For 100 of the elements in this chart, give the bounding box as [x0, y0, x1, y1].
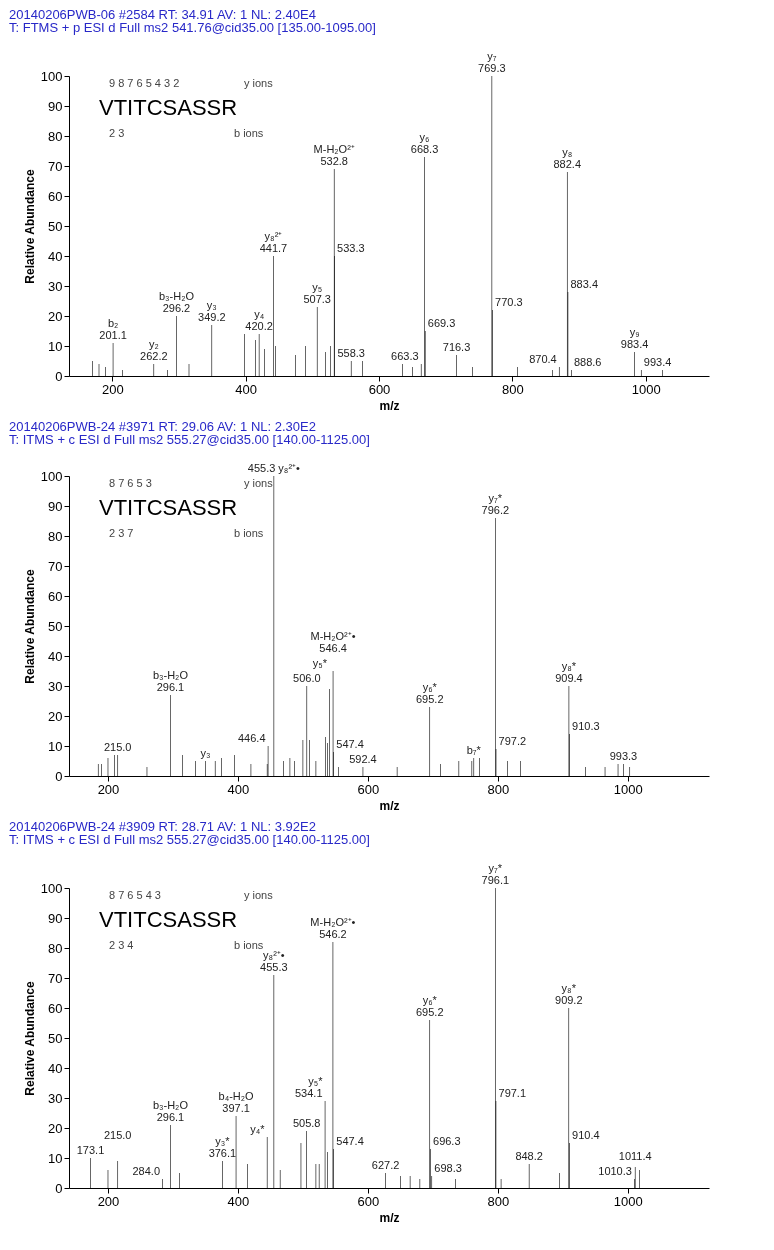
y-tick-label: 30 [48, 278, 63, 294]
annotation: y₈* 909.4 [555, 660, 583, 684]
annotation: 284.0 [132, 1165, 160, 1177]
annotation: VTITCSASSR [99, 95, 238, 120]
annotation: b₇* [466, 744, 482, 756]
annotation: VTITCSASSR [99, 907, 238, 932]
y-tick-label: 80 [48, 940, 63, 956]
chart-subtitle: T: ITMS + c ESI d Full ms2 555.27@cid35.00 [140.00-1125.00] [9, 832, 370, 847]
annotation: b ions [234, 527, 264, 539]
x-tick-label: 1000 [631, 381, 661, 397]
y-axis-title: Relative Abundance [22, 169, 37, 284]
annotation: y₈ 882.4 [553, 146, 582, 170]
y-tick-label: 90 [48, 98, 63, 114]
annotation: 1011.4 [618, 1150, 652, 1162]
y-tick-label: 30 [48, 678, 63, 694]
annotation: 627.2 [371, 1159, 400, 1171]
x-axis-title: m/z [379, 398, 400, 413]
annotation: y₈²⁺ 441.7 [259, 230, 288, 254]
y-tick-label: 60 [48, 188, 63, 204]
annotation: 455.3 y₈²⁺• [247, 462, 301, 474]
y-axis-title: Relative Abundance [22, 569, 37, 684]
chart-subtitle: T: ITMS + c ESI d Full ms2 555.27@cid35.00 [140.00-1125.00] [9, 432, 370, 447]
annotation: y₅* 534.1 [294, 1075, 324, 1099]
annotation: 446.4 [237, 732, 266, 744]
annotation: 770.3 [495, 296, 523, 308]
x-tick-label: 200 [97, 1193, 120, 1209]
y-tick-label: 70 [48, 558, 63, 574]
y-tick-label: 0 [55, 368, 63, 384]
annotation: 506.0 [293, 672, 321, 684]
y-tick-label: 40 [48, 1060, 63, 1076]
y-tick-label: 100 [40, 68, 63, 84]
annotation: 848.2 [515, 1150, 543, 1162]
annotation: 663.3 [391, 350, 419, 362]
annotation: 215.0 [103, 741, 132, 753]
annotation: y₂ 262.2 [140, 338, 168, 362]
x-tick-label: 400 [227, 781, 250, 797]
y-tick-label: 60 [48, 588, 63, 604]
annotation: 547.4 [336, 1135, 364, 1147]
annotation: 2 3 7 [109, 527, 134, 539]
annotation: y₉ 983.4 [620, 326, 649, 350]
annotation: 870.4 [529, 353, 557, 365]
annotation: 1010.3 [598, 1165, 632, 1177]
y-tick-label: 20 [48, 708, 63, 724]
annotation: b₄-H₂O 397.1 [218, 1090, 255, 1114]
annotation: 215.0 [103, 1129, 132, 1141]
annotation: 533.3 [337, 242, 365, 254]
annotation: 592.4 [349, 753, 377, 765]
annotation: y₈²⁺• 455.3 [260, 949, 288, 973]
annotation: y₇ 769.3 [478, 50, 506, 74]
y-tick-label: 10 [48, 738, 63, 754]
annotation: y₃ 349.2 [198, 299, 226, 323]
chart-title: 20140206PWB-24 #3909 RT: 28.71 AV: 1 NL: 3.92E2 [9, 819, 316, 834]
x-axis-title: m/z [379, 798, 400, 813]
annotation: y₄ 420.2 [245, 308, 273, 332]
annotation: y₅ 507.3 [303, 281, 331, 305]
annotation: 698.3 [434, 1162, 462, 1174]
annotation: 9 8 7 6 5 4 3 2 [109, 77, 180, 89]
annotation: 910.4 [572, 1129, 600, 1141]
annotation: 888.6 [573, 356, 602, 368]
annotation: y ions [244, 889, 274, 901]
y-tick-label: 80 [48, 128, 63, 144]
annotation: y₇* 796.2 [481, 492, 510, 516]
y-tick-label: 70 [48, 158, 63, 174]
y-tick-label: 0 [55, 768, 63, 784]
x-axis-title: m/z [379, 1210, 400, 1225]
annotation: b₃-H₂O 296.1 [152, 669, 189, 693]
annotation: 547.4 [336, 738, 364, 750]
y-tick-label: 10 [48, 338, 63, 354]
annotation: b ions [234, 127, 264, 139]
x-tick-label: 600 [357, 1193, 380, 1209]
y-tick-label: 30 [48, 1090, 63, 1106]
y-tick-label: 20 [48, 308, 63, 324]
annotation: y₆* 695.2 [415, 681, 444, 705]
annotation: b₃-H₂O 296.1 [152, 1099, 189, 1123]
annotation: 993.3 [609, 750, 638, 762]
annotation: y₄* [250, 1123, 266, 1135]
annotation: 173.1 [76, 1144, 105, 1156]
annotation: 797.1 [498, 1087, 527, 1099]
annotation: 8 7 6 5 4 3 [109, 889, 161, 901]
y-tick-label: 0 [55, 1180, 63, 1196]
annotation: b ions [234, 939, 264, 951]
x-tick-label: 400 [227, 1193, 250, 1209]
annotation: VTITCSASSR [99, 495, 238, 520]
y-tick-label: 80 [48, 528, 63, 544]
annotation: y ions [244, 77, 274, 89]
y-tick-label: 10 [48, 1150, 63, 1166]
y-tick-label: 60 [48, 1000, 63, 1016]
annotation: y₈* 909.2 [555, 982, 583, 1006]
x-tick-label: 600 [368, 381, 391, 397]
annotation: 883.4 [570, 278, 599, 290]
annotation: y₃ [200, 747, 211, 759]
x-tick-label: 400 [235, 381, 258, 397]
annotation: 505.8 [292, 1117, 321, 1129]
y-tick-label: 50 [48, 1030, 63, 1046]
x-tick-label: 600 [357, 781, 380, 797]
x-tick-label: 200 [101, 381, 124, 397]
annotation: b₃-H₂O 296.2 [158, 290, 195, 314]
y-tick-label: 20 [48, 1120, 63, 1136]
x-tick-label: 1000 [613, 781, 643, 797]
annotation: 8 7 6 5 3 [109, 477, 152, 489]
